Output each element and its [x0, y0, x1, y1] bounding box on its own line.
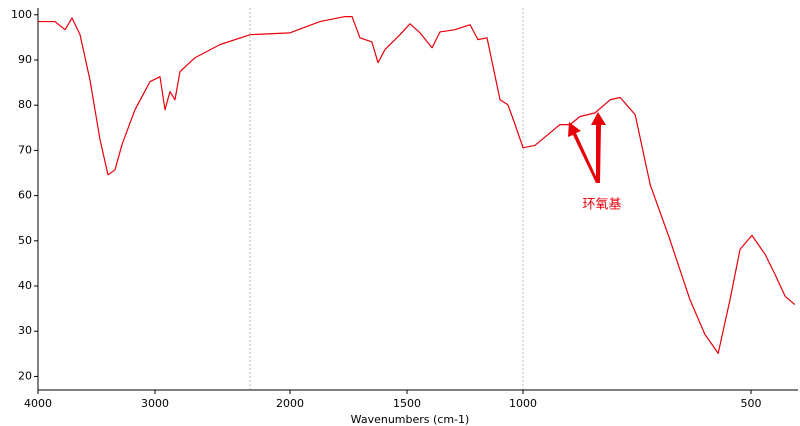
y-tick-label: 20 [18, 369, 32, 382]
y-tick-label: 30 [18, 324, 32, 337]
x-tick-label: 3000 [141, 397, 169, 410]
y-tick-label: 90 [18, 53, 32, 66]
arrow [568, 122, 599, 183]
y-tick-label: 80 [18, 98, 32, 111]
x-axis-label: Wavenumbers (cm-1) [351, 413, 470, 426]
arrow [591, 112, 606, 183]
annotation: 环氧基 [582, 198, 621, 213]
y-tick-label: 100 [11, 8, 32, 21]
x-tick-label: 500 [741, 397, 762, 410]
x-tick-label: 1500 [393, 397, 421, 410]
y-tick-label: 50 [18, 234, 32, 247]
y-tick-label: 60 [18, 189, 32, 202]
spectrum-line [38, 15, 796, 354]
y-tick-label: 70 [18, 143, 32, 156]
annotation-arrows [568, 112, 606, 183]
y-tick-label: 40 [18, 279, 32, 292]
x-tick-label: 4000 [24, 397, 52, 410]
x-tick-label: 1000 [509, 397, 537, 410]
x-tick-label: 2000 [276, 397, 304, 410]
